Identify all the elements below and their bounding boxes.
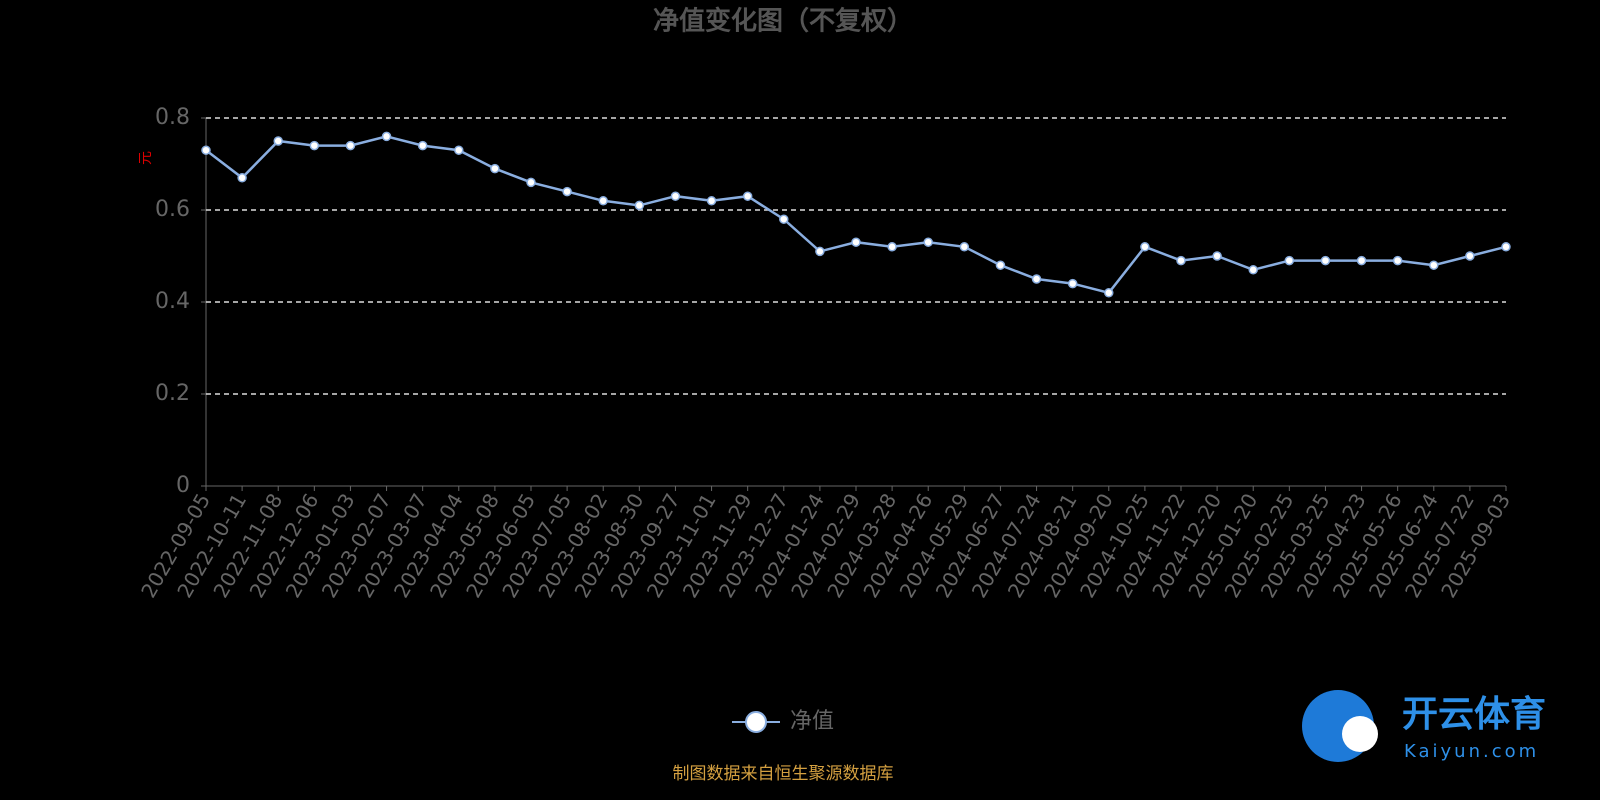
point (417, 140, 428, 151)
point (634, 200, 645, 211)
point (1465, 251, 1475, 261)
y-tick-label: 0.6 (155, 197, 190, 222)
y-tick-label: 0.2 (155, 381, 190, 406)
point (309, 140, 320, 151)
legend[interactable]: 净值 (732, 709, 834, 734)
point (1031, 274, 1042, 284)
point (381, 131, 392, 142)
y-tick-label: 0.4 (155, 289, 190, 314)
point (1067, 278, 1078, 289)
legend-marker (745, 711, 767, 733)
series-line (205, 135, 1507, 295)
legend-label: 净值 (790, 709, 834, 734)
point (1212, 251, 1222, 261)
point (1104, 288, 1114, 298)
point (273, 136, 283, 146)
watermark-name: 开云体育 (1402, 694, 1546, 735)
point (526, 177, 536, 188)
point (490, 163, 500, 174)
point (995, 260, 1006, 270)
point (706, 196, 717, 206)
point (1140, 242, 1150, 252)
source-note: 制图数据来自恒生聚源数据库 (673, 764, 894, 784)
point (1392, 255, 1403, 266)
y-tick-label: 0.8 (155, 105, 190, 130)
point (237, 173, 247, 183)
point (1284, 255, 1295, 266)
point (1248, 265, 1258, 275)
y-tick-label: 0 (176, 473, 190, 498)
point (345, 140, 356, 151)
point (670, 191, 681, 201)
point (742, 191, 753, 201)
point (201, 145, 211, 155)
point (1356, 255, 1367, 266)
point (454, 145, 464, 155)
point (779, 214, 789, 224)
point (562, 186, 572, 197)
point (851, 237, 861, 247)
point (959, 242, 970, 252)
point (1429, 260, 1439, 270)
watermark: 开云体育 Kaiyun.com (1302, 690, 1546, 762)
point (1176, 255, 1186, 266)
point (923, 237, 933, 247)
watermark-site: Kaiyun.com (1404, 741, 1539, 762)
point (598, 196, 608, 206)
chart-title: 净值变化图（不复权） (653, 6, 913, 37)
point (1320, 255, 1331, 266)
point (1501, 242, 1511, 252)
point (815, 246, 825, 257)
point (887, 242, 897, 252)
logo-ball (1342, 716, 1378, 752)
y-axis-label: 元 (138, 151, 154, 165)
